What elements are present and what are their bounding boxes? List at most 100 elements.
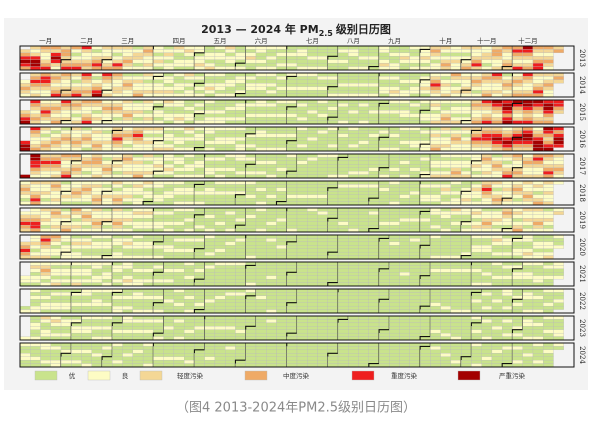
day-cell (471, 76, 482, 81)
day-cell (122, 137, 134, 141)
day-cell (245, 59, 257, 64)
day-cell (430, 211, 441, 216)
day-cell (512, 49, 523, 54)
day-cell (245, 147, 257, 152)
day-cell (142, 211, 154, 216)
day-cell (30, 126, 41, 131)
day-cell (266, 79, 277, 84)
day-cell (491, 167, 503, 172)
day-cell (214, 120, 226, 125)
day-cell (19, 120, 31, 125)
day-cell (225, 184, 236, 189)
day-cell (81, 248, 92, 253)
day-cell (307, 329, 318, 334)
day-cell (101, 62, 113, 67)
day-cell (40, 353, 51, 357)
day-cell (276, 359, 287, 364)
day-cell (389, 160, 400, 165)
day-cell (502, 170, 513, 175)
day-cell (132, 255, 144, 260)
day-cell (214, 363, 226, 368)
day-cell (225, 116, 236, 121)
day-cell (122, 52, 134, 57)
day-cell (101, 305, 113, 310)
day-cell (142, 248, 154, 253)
day-cell (491, 133, 503, 138)
day-cell (50, 295, 62, 300)
day-cell (460, 309, 472, 314)
day-cell (399, 211, 411, 216)
day-cell (235, 228, 246, 233)
day-cell (317, 359, 328, 364)
day-cell (491, 241, 503, 246)
day-cell (512, 72, 523, 77)
day-cell (112, 170, 123, 175)
day-cell (450, 126, 462, 131)
day-cell (30, 164, 41, 168)
day-cell (307, 164, 318, 168)
day-cell (348, 76, 359, 81)
day-cell (101, 238, 113, 243)
day-cell (317, 45, 328, 50)
day-cell (296, 113, 308, 118)
day-cell (430, 342, 441, 347)
day-cell (71, 164, 82, 168)
day-cell (30, 184, 41, 189)
day-cell (245, 191, 257, 195)
day-cell (142, 329, 154, 334)
day-cell (60, 282, 72, 287)
day-cell (50, 86, 62, 91)
day-cell (214, 45, 226, 50)
day-cell (71, 153, 82, 158)
day-cell (430, 83, 441, 87)
day-cell (399, 272, 411, 276)
day-cell (122, 59, 134, 64)
day-cell (450, 197, 462, 202)
day-cell (307, 160, 318, 165)
day-cell (142, 319, 154, 324)
day-cell (163, 251, 175, 256)
day-cell (471, 62, 482, 67)
day-cell (430, 349, 441, 354)
day-cell (286, 201, 298, 206)
day-cell (132, 89, 144, 94)
day-cell (245, 272, 257, 276)
day-cell (337, 93, 349, 98)
day-cell (40, 272, 51, 276)
day-cell (214, 174, 226, 179)
day-cell (491, 110, 503, 114)
day-cell (276, 322, 287, 327)
day-cell (348, 174, 359, 179)
day-cell (204, 251, 216, 256)
day-cell (122, 319, 134, 324)
day-cell (481, 164, 493, 168)
day-cell (399, 295, 411, 300)
day-cell (286, 349, 298, 354)
day-cell (460, 238, 472, 243)
day-cell (60, 153, 72, 158)
day-cell (522, 110, 534, 114)
day-cell (491, 238, 503, 243)
day-cell (389, 241, 400, 246)
day-cell (245, 86, 257, 91)
day-cell (522, 167, 534, 172)
day-cell (389, 89, 400, 94)
day-cell (502, 309, 513, 314)
day-cell (255, 245, 267, 249)
day-cell (471, 268, 482, 273)
day-cell (276, 363, 287, 368)
day-cell (512, 342, 523, 347)
day-cell (142, 234, 154, 239)
year-block (19, 342, 575, 368)
day-cell (276, 299, 287, 303)
day-cell (40, 309, 51, 314)
day-cell (122, 120, 134, 125)
day-cell (286, 89, 298, 94)
day-cell (19, 353, 31, 357)
day-cell (266, 214, 277, 219)
day-cell (183, 245, 195, 249)
day-cell (245, 79, 257, 84)
day-cell (399, 265, 411, 270)
day-cell (553, 272, 564, 276)
day-cell (245, 66, 257, 71)
